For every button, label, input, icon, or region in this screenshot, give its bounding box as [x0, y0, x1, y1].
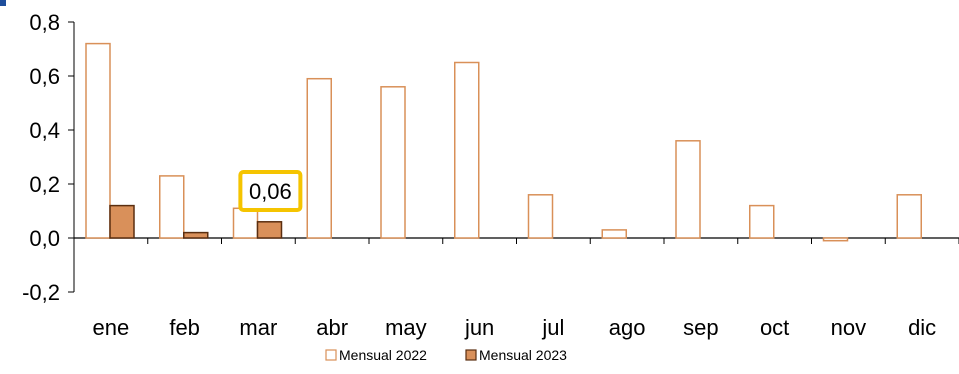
- x-tick-label-may: may: [385, 315, 427, 340]
- bar-2022-ene: [85, 42, 111, 239]
- bar-2022-jun: [454, 61, 480, 239]
- bar-2022-mar: [232, 207, 259, 239]
- bar-2022-sep: [675, 140, 701, 239]
- x-tick-label-sep: sep: [683, 315, 718, 340]
- y-tick-label: 0,2: [29, 172, 60, 197]
- y-tick-label: 0,0: [29, 226, 60, 251]
- legend-label-2023: Mensual 2023: [479, 347, 567, 363]
- annotation-box: [238, 170, 303, 212]
- bar-2022-abr: [306, 77, 332, 239]
- legend-swatch-2022: [325, 349, 337, 361]
- x-tick-label-feb: feb: [169, 315, 200, 340]
- bar-2022-nov: [822, 237, 849, 242]
- x-tick-label-jun: jun: [464, 315, 494, 340]
- x-tick-label-ene: ene: [93, 315, 130, 340]
- bar-2023-feb: [183, 231, 209, 239]
- x-tick-label-jul: jul: [541, 315, 564, 340]
- y-tick-label: 0,4: [29, 118, 60, 143]
- bar-2023-mar: [256, 221, 283, 239]
- bar-2022-dic: [896, 194, 922, 239]
- x-tick-label-dic: dic: [908, 315, 936, 340]
- bar-2022-oct: [749, 204, 775, 239]
- y-tick-label: 0,6: [29, 64, 60, 89]
- bar-2022-ago: [601, 229, 627, 239]
- x-tick-label-abr: abr: [316, 315, 348, 340]
- corner-mark: [0, 0, 6, 6]
- bar-2022-feb: [159, 175, 185, 239]
- x-tick-label-nov: nov: [831, 315, 866, 340]
- y-tick-label: 0,8: [29, 10, 60, 35]
- annotation-label: 0,06: [249, 179, 292, 204]
- legend-label-2022: Mensual 2022: [339, 347, 427, 363]
- x-tick-label-ago: ago: [609, 315, 646, 340]
- x-tick-label-mar: mar: [239, 315, 277, 340]
- x-tick-label-oct: oct: [760, 315, 789, 340]
- bar-2023-ene: [109, 204, 135, 239]
- bar-2022-may: [380, 86, 406, 239]
- bar-2022-jul: [527, 194, 554, 239]
- legend-swatch-2023: [465, 349, 477, 361]
- y-tick-label: -0,2: [22, 280, 60, 305]
